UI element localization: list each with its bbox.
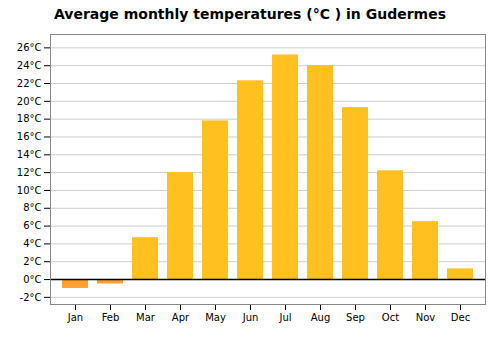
svg-text:24°C: 24°C [17,60,42,71]
svg-text:16°C: 16°C [17,131,42,142]
svg-text:12°C: 12°C [17,167,42,178]
svg-text:Dec: Dec [451,312,470,323]
svg-text:Oct: Oct [382,312,399,323]
svg-text:26°C: 26°C [17,42,42,53]
svg-text:6°C: 6°C [23,220,41,231]
svg-text:18°C: 18°C [17,113,42,124]
svg-text:-2°C: -2°C [20,292,42,303]
svg-text:Jun: Jun [242,312,259,323]
svg-text:Jul: Jul [278,312,291,323]
svg-text:Jan: Jan [67,312,83,323]
svg-text:Mar: Mar [136,312,156,323]
svg-text:Sep: Sep [346,312,365,323]
svg-text:Nov: Nov [416,312,436,323]
svg-text:14°C: 14°C [17,149,42,160]
svg-text:22°C: 22°C [17,78,42,89]
svg-text:0°C: 0°C [23,274,41,285]
svg-text:10°C: 10°C [17,185,42,196]
svg-text:Feb: Feb [102,312,120,323]
svg-text:4°C: 4°C [23,238,41,249]
html-text:Average monthly temperatures (: Average monthly temperatures (°C ) in Gu… [54,6,446,22]
svg-text:8°C: 8°C [23,202,41,213]
svg-text:Apr: Apr [172,312,190,323]
svg-text:2°C: 2°C [23,256,41,267]
svg-text:20°C: 20°C [17,96,42,107]
svg-text:May: May [205,312,226,323]
svg-text:Aug: Aug [311,312,331,323]
